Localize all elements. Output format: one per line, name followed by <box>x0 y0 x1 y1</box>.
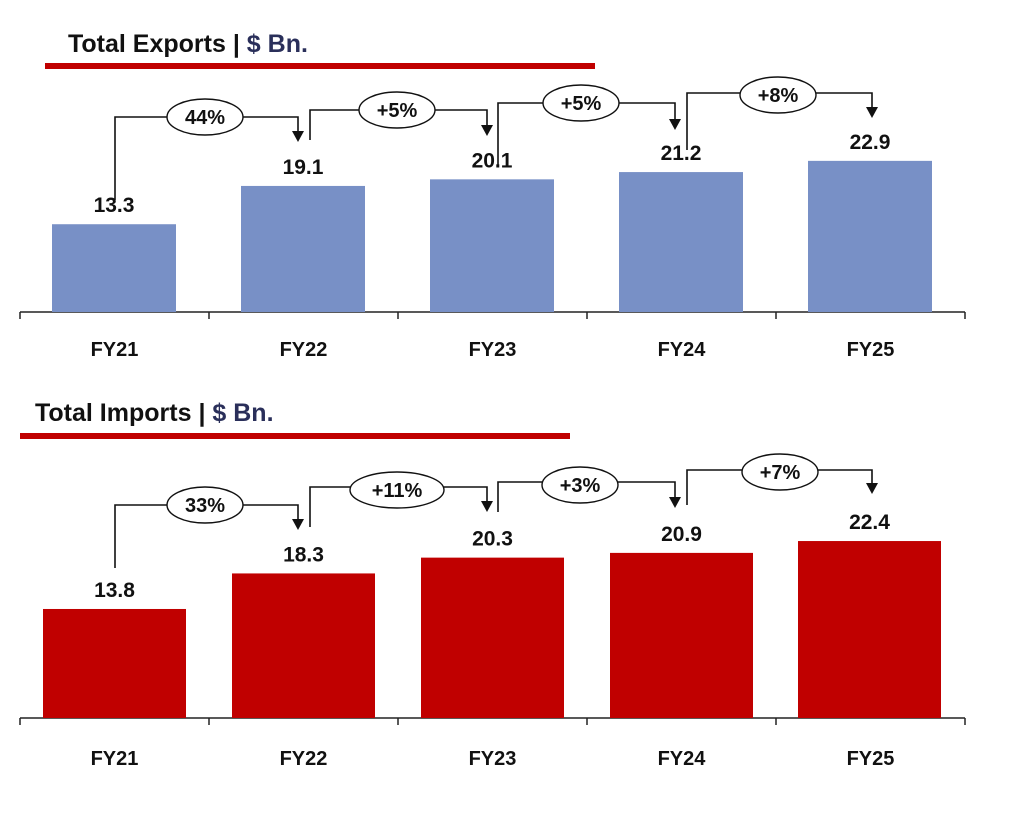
x-tick-label: FY21 <box>91 748 139 770</box>
chart-title: Total Imports | $ Bn. <box>35 399 274 427</box>
arrow-down-icon <box>481 501 493 512</box>
growth-bubble <box>349 471 445 509</box>
data-label: 22.4 <box>849 511 890 534</box>
growth-bubble <box>541 466 619 504</box>
arrow-down-icon <box>866 107 878 118</box>
bar-fy21 <box>43 608 186 718</box>
data-label: 20.1 <box>472 149 513 172</box>
x-tick-label: FY23 <box>469 339 517 361</box>
growth-label: +8% <box>758 85 799 107</box>
x-tick-label: FY24 <box>658 748 707 770</box>
arrow-down-icon <box>669 497 681 508</box>
title-separator: | <box>198 399 205 427</box>
bar-fy22 <box>232 573 375 718</box>
bar-fy24 <box>619 172 743 312</box>
data-label: 21.2 <box>661 142 702 165</box>
exports-chart: Total Exports | $ Bn. 13.3 FY21 19.1 FY22 20.… <box>19 30 966 361</box>
chart-title-text: Total Imports <box>35 399 191 427</box>
growth-label: 44% <box>185 107 225 129</box>
bar-fy24 <box>610 552 753 718</box>
title-underline <box>45 63 595 69</box>
growth-label: +5% <box>561 93 602 115</box>
growth-label: +5% <box>377 100 418 122</box>
growth-bubble <box>166 98 244 136</box>
x-tick-label: FY23 <box>469 748 517 770</box>
x-tick-label: FY21 <box>91 339 139 361</box>
growth-label: +3% <box>560 475 601 497</box>
x-tick-label: FY24 <box>658 339 707 361</box>
growth-label: 33% <box>185 495 225 517</box>
bar-fy23 <box>421 557 564 718</box>
arrow-down-icon <box>292 519 304 530</box>
data-label: 20.9 <box>661 523 702 546</box>
bar-fy25 <box>808 160 932 312</box>
growth-label: +11% <box>372 480 423 502</box>
x-tick-label: FY25 <box>847 339 895 361</box>
bar-fy21 <box>52 224 176 312</box>
arrow-down-icon <box>866 483 878 494</box>
arrow-down-icon <box>292 131 304 142</box>
x-tick-label: FY25 <box>847 748 895 770</box>
growth-bubble <box>166 486 244 524</box>
data-label: 18.3 <box>283 543 324 566</box>
chart-title: Total Exports | $ Bn. <box>68 30 308 58</box>
growth-bubble <box>358 91 436 129</box>
bar-fy22 <box>241 185 365 312</box>
x-tick-label: FY22 <box>280 748 328 770</box>
imports-chart: Total Imports | $ Bn. 13.8 FY21 18.3 FY22 20.… <box>19 399 966 770</box>
chart-unit: $ Bn. <box>247 30 308 58</box>
growth-bubble <box>739 76 817 114</box>
arrow-down-icon <box>481 125 493 136</box>
growth-bubble <box>542 84 620 122</box>
growth-label: +7% <box>760 462 801 484</box>
x-tick-label: FY22 <box>280 339 328 361</box>
data-label: 13.8 <box>94 579 135 602</box>
data-label: 19.1 <box>283 156 324 179</box>
bar-fy25 <box>798 541 941 718</box>
chart-title-text: Total Exports <box>68 30 226 58</box>
arrow-down-icon <box>669 119 681 130</box>
growth-bubble <box>741 453 819 491</box>
data-label: 13.3 <box>94 194 135 217</box>
title-separator: | <box>233 30 240 58</box>
chart-unit: $ Bn. <box>212 399 273 427</box>
data-label: 22.9 <box>850 131 891 154</box>
bar-fy23 <box>430 179 554 312</box>
data-label: 20.3 <box>472 528 513 551</box>
title-underline <box>20 433 570 439</box>
